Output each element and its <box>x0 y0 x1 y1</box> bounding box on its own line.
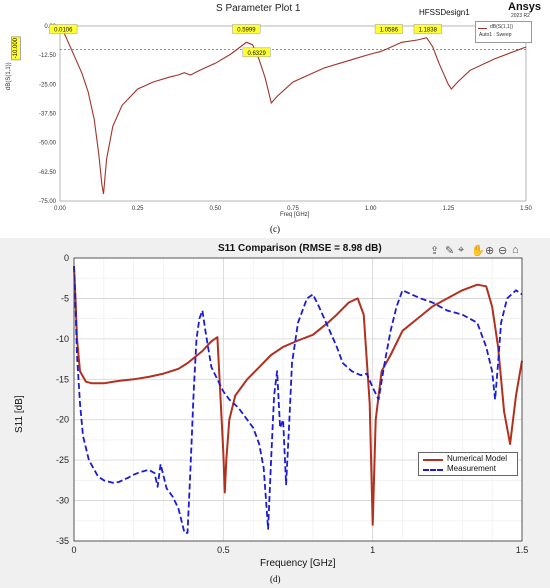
legend-swatch-numerical <box>423 459 443 461</box>
s11-chart[interactable]: 0 0.5 1 1.5 0 -5 -10 -15 -20 -25 -30 -35 <box>0 238 550 588</box>
s11-series <box>73 266 523 534</box>
hfss-x-tick-label: 0.75 <box>287 206 299 212</box>
hfss-legend[interactable]: dB(S(1,1)) Auto1 : Sweep <box>475 21 532 43</box>
hfss-y-tick-label: -12.50 <box>39 53 57 59</box>
hfss-marker-box <box>374 24 403 34</box>
hfss-x-tick-label: 1.50 <box>520 206 532 212</box>
pan-icon[interactable]: ✋ <box>471 245 485 257</box>
hfss-marker-box <box>232 24 261 34</box>
data-tip-icon[interactable]: ⌖ <box>458 244 465 256</box>
hfss-y-tick-label: -50.00 <box>39 141 57 147</box>
hfss-legend-title: dB(S(1,1)) <box>490 24 514 30</box>
s11-chart-title: S11 Comparison (RMSE = 8.98 dB) <box>218 243 382 254</box>
hfss-marker-label: 0.0106 <box>54 28 73 34</box>
hfss-axes <box>59 25 527 202</box>
hfss-x-tick-label: 1.25 <box>442 206 454 212</box>
s11-x-tick-label: 1 <box>370 545 375 555</box>
matlab-figure-panel: ⇪ ✎ ⌖ ✋ ⊕ ⊖ ⌂ S11 Comparison (RMSE = 8.9… <box>0 238 550 588</box>
hfss-marker-label: 1.0586 <box>380 28 399 34</box>
hfss-marker-box <box>413 24 442 34</box>
hfss-marker-label: 0.5999 <box>237 28 256 34</box>
hfss-marker-label: 1.1838 <box>419 28 438 34</box>
s11-y-tick-label: -25 <box>56 455 69 465</box>
hfss-y-tick-label: -75.00 <box>39 199 57 205</box>
hfss-x-tick-label: 0.50 <box>209 206 221 212</box>
hfss-legend-swatch <box>478 28 487 29</box>
legend-swatch-measurement <box>423 469 443 471</box>
s11-y-tick-label: -35 <box>56 536 69 546</box>
brush-icon[interactable]: ✎ <box>445 245 455 257</box>
hfss-chart[interactable]: 0.000.250.500.751.001.251.500.00-12.50-2… <box>0 0 550 236</box>
ansys-version: 2023 R2 <box>511 13 530 19</box>
hfss-x-tick-label: 1.00 <box>365 206 377 212</box>
hfss-window-title: S Parameter Plot 1 <box>216 3 301 14</box>
s11-y-tick-label: 0 <box>64 253 69 263</box>
hfss-y-tick-label: -62.50 <box>39 170 57 176</box>
ansys-logo: Ansys <box>508 1 542 13</box>
s11-plot-frame <box>73 257 523 542</box>
legend-label-numerical: Numerical Model <box>447 454 508 463</box>
s11-y-tick-label: -5 <box>61 293 69 303</box>
export-icon[interactable]: ⇪ <box>430 245 440 257</box>
hfss-y-tick-label: -37.50 <box>39 112 57 118</box>
s11-y-tick-label: -30 <box>56 496 69 506</box>
hfss-marker-box <box>49 24 78 34</box>
zoom-in-icon[interactable]: ⊕ <box>485 245 495 257</box>
s11-axes <box>73 257 523 542</box>
hfss-y-tick-label: -25.00 <box>39 82 57 88</box>
hfss-plot-frame <box>59 25 527 202</box>
hfss-marker-box <box>242 47 271 58</box>
s11-legend[interactable]: Numerical Model Measurement <box>418 452 518 476</box>
s11-x-tick-label: 1.5 <box>516 545 529 555</box>
caption-c: (c) <box>270 224 280 234</box>
s11-y-tick-label: -15 <box>56 374 69 384</box>
hfss-project-name: HFSSDesign1 <box>419 8 470 17</box>
legend-label-measurement: Measurement <box>447 464 496 473</box>
hfss-series-line <box>59 25 527 195</box>
s11-x-tick-label: 0.5 <box>217 545 230 555</box>
hfss-markers: 0.0106 0.5999 0.6329 1.0586 1.1838 <box>49 24 442 58</box>
series-line-measurement <box>73 266 523 534</box>
hfss-y-axis-label: dB(S(1,1)) <box>6 62 12 90</box>
zoom-out-icon[interactable]: ⊖ <box>498 245 508 257</box>
hfss-x-tick-label: 0.25 <box>132 206 144 212</box>
series-line-numerical-model <box>73 266 523 526</box>
s11-tick-labels: 0 0.5 1 1.5 0 -5 -10 -15 -20 -25 -30 -35 <box>56 253 528 555</box>
hfss-plot-panel: S Parameter Plot 1 HFSSDesign1 Ansys 202… <box>0 0 550 236</box>
hfss-marker-label: 0.6329 <box>247 51 266 57</box>
s11-y-axis-label: S11 [dB] <box>14 395 25 433</box>
hfss-x-tick-label: 0.00 <box>54 206 66 212</box>
home-icon[interactable]: ⌂ <box>512 244 519 256</box>
s11-y-tick-label: -20 <box>56 415 69 425</box>
hfss-x-axis-label: Freq [GHz] <box>280 212 310 218</box>
caption-d: (d) <box>270 574 281 584</box>
threshold-value-label: -10.000 <box>11 36 21 61</box>
s11-y-tick-label: -10 <box>56 334 69 344</box>
s11-x-tick-label: 0 <box>71 545 76 555</box>
s11-x-axis-label: Frequency [GHz] <box>260 558 336 569</box>
hfss-legend-entry: Auto1 : Sweep <box>479 32 512 38</box>
